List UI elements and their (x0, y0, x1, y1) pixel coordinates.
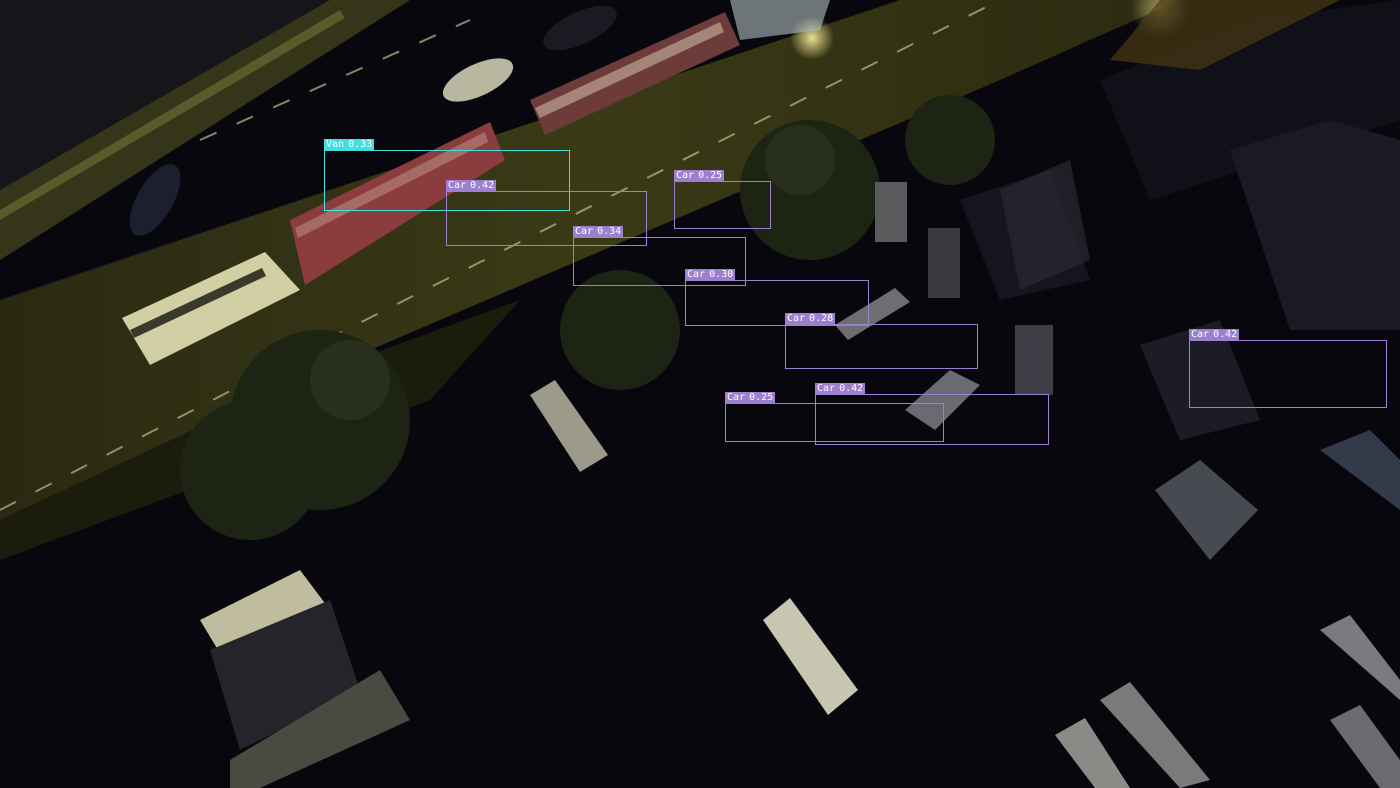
detection-label: Car 0.42 (446, 180, 497, 192)
white-minibus (122, 252, 300, 365)
detection-box-car: Car 0.42 (815, 383, 1049, 445)
bus-upper (530, 12, 740, 135)
detection-box-car: Car 0.28 (785, 313, 978, 369)
detection-label: Car 0.25 (725, 392, 776, 404)
detection-label: Van 0.33 (324, 139, 375, 151)
detection-label: Car 0.42 (815, 383, 866, 395)
trucks (200, 570, 410, 788)
detection-box-car: Car 0.30 (685, 269, 869, 326)
parked-cars (530, 182, 1400, 788)
detection-box-car: Car 0.42 (1189, 329, 1387, 408)
detection-label: Car 0.25 (674, 170, 725, 182)
overpass (0, 0, 410, 260)
detection-box-car: Car 0.42 (446, 180, 647, 246)
detection-label: Car 0.42 (1189, 329, 1240, 341)
detection-label: Car 0.28 (785, 313, 836, 325)
detection-box-car: Car 0.34 (573, 226, 746, 286)
detection-box-car: Car 0.25 (674, 170, 771, 229)
detection-label: Car 0.30 (685, 269, 736, 281)
detection-box-car: Car 0.25 (725, 392, 944, 442)
bus-red (290, 122, 505, 285)
detection-box-van: Van 0.33 (324, 139, 570, 211)
detection-label: Car 0.34 (573, 226, 624, 238)
